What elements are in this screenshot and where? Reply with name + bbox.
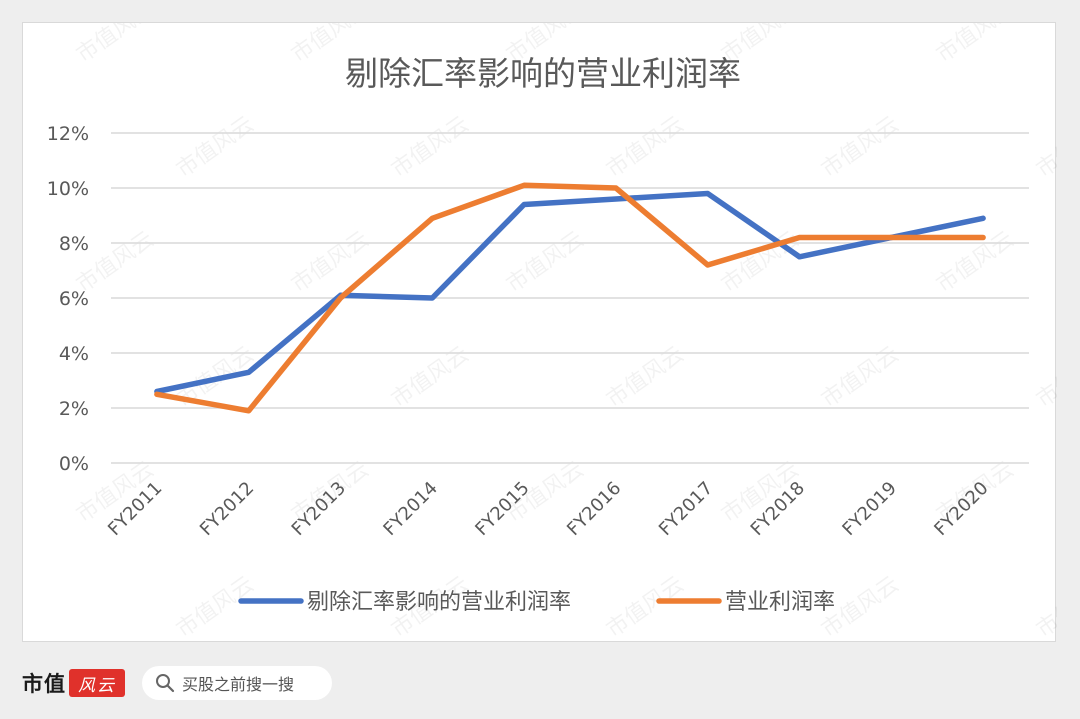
x-tick-label: FY2017: [655, 478, 717, 540]
footer-bar: 市值 风云 买股之前搜一搜: [0, 648, 1080, 719]
x-tick-label: FY2019: [838, 478, 900, 540]
legend-label-1: 剔除汇率影响的营业利润率: [307, 590, 571, 615]
brand[interactable]: 市值 风云: [22, 666, 125, 700]
watermark-text: 市值风云: [172, 572, 258, 643]
watermark-text: 市值风云: [287, 227, 373, 298]
y-tick-label: 12%: [47, 123, 89, 145]
y-tick-label: 8%: [59, 233, 89, 255]
y-tick-label: 2%: [59, 398, 89, 420]
x-tick-label: FY2014: [379, 478, 441, 540]
y-tick-label: 4%: [59, 343, 89, 365]
brand-logo: 风云: [69, 669, 125, 697]
y-tick-label: 10%: [47, 178, 89, 200]
series-layer: [154, 182, 986, 414]
y-tick-label: 0%: [59, 453, 89, 475]
legend: 剔除汇率影响的营业利润率 营业利润率: [238, 590, 835, 615]
search-box[interactable]: 买股之前搜一搜: [142, 666, 332, 700]
chart-title: 剔除汇率影响的营业利润率: [345, 54, 741, 93]
watermark-text: 市值风云: [72, 23, 158, 68]
search-placeholder: 买股之前搜一搜: [182, 675, 295, 694]
watermark-text: 市值风云: [817, 112, 903, 183]
brand-text: 市值: [22, 671, 66, 696]
series-line-1: [154, 190, 986, 395]
watermark-text: 市值风云: [1032, 112, 1057, 183]
watermark-text: 市值风云: [602, 572, 688, 643]
watermark-text: 市值风云: [602, 112, 688, 183]
watermark-text: 市值风云: [1032, 572, 1057, 643]
y-axis: 0% 2% 4% 6% 8% 10% 12%: [47, 123, 89, 475]
watermark-text: 市值风云: [502, 227, 588, 298]
series-line-2: [154, 182, 986, 414]
watermark-text: 市值风云: [387, 112, 473, 183]
x-tick-label: FY2012: [196, 478, 258, 540]
chart-card: 市值风云 市值风云 市值风云 市值风云 市值风云 市值风云 市值风云 市值风云 市值风云 市值风云…: [22, 22, 1057, 643]
search-icon: [154, 672, 176, 694]
watermark-text: 市值风云: [1032, 342, 1057, 413]
watermark-text: 市值风云: [172, 112, 258, 183]
legend-label-2: 营业利润率: [725, 590, 835, 615]
y-tick-label: 6%: [59, 288, 89, 310]
watermark-text: 市值风云: [932, 23, 1018, 68]
